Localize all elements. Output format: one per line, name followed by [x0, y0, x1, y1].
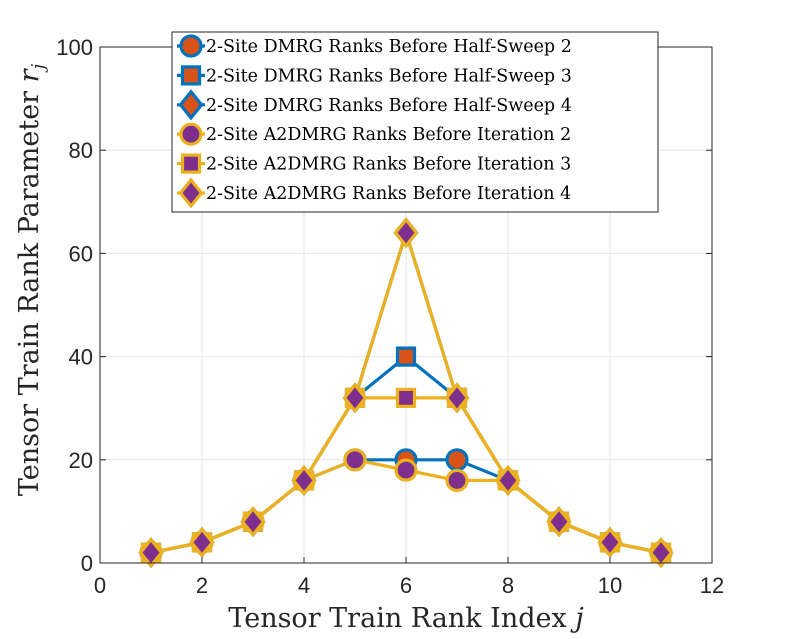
y-axis-title-var: r	[14, 67, 45, 82]
data-point-diamond	[444, 382, 470, 414]
legend: 2-Site DMRG Ranks Before Half-Sweep 2 2-S…	[171, 31, 659, 213]
x-axis-title-text: Tensor Train Rank Index	[228, 603, 575, 634]
legend-label: 2-Site DMRG Ranks Before Half-Sweep 3	[206, 66, 572, 86]
y-tick-label: 60	[69, 241, 93, 266]
data-point-diamond	[546, 506, 572, 538]
data-point-diamond	[495, 464, 521, 496]
x-tick-label: 6	[400, 573, 412, 598]
legend-label: 2-Site A2DMRG Ranks Before Iteration 4	[206, 184, 571, 204]
data-point-diamond	[189, 526, 215, 558]
legend-item: 2-Site DMRG Ranks Before Half-Sweep 3	[177, 65, 572, 86]
legend-marker-diamond	[178, 177, 204, 209]
x-tick-label: 12	[700, 573, 724, 598]
y-axis-title: Tensor Train Rank Parameter rj	[14, 63, 49, 496]
legend-item: 2-Site DMRG Ranks Before Half-Sweep 2	[177, 34, 572, 58]
data-point-square	[395, 387, 417, 408]
data-point-circle	[343, 448, 367, 472]
legend-label: 2-Site DMRG Ranks Before Half-Sweep 4	[206, 96, 572, 116]
legend-label: 2-Site DMRG Ranks Before Half-Sweep 2	[206, 37, 572, 57]
x-axis-title: Tensor Train Rank Index j	[228, 603, 583, 634]
legend-marker-circle	[179, 34, 203, 58]
data-point-diamond	[291, 464, 317, 496]
tick-labels: 0 2 4 6 8 10 12 0 20 40 60 80 100	[56, 35, 724, 598]
data-series	[138, 217, 674, 569]
legend-marker-square	[180, 153, 202, 174]
data-point-circle	[445, 448, 469, 472]
data-point-circle	[445, 468, 469, 493]
y-axis-title-text: Tensor Train Rank Parameter	[14, 82, 45, 496]
legend-marker-circle	[179, 122, 203, 146]
x-tick-label: 2	[196, 573, 208, 598]
data-point-square	[395, 346, 417, 367]
data-point-diamond	[138, 537, 164, 569]
data-point-diamond	[597, 526, 623, 558]
legend-marker-square	[180, 65, 202, 86]
y-tick-label: 100	[56, 35, 93, 60]
y-tick-label: 80	[69, 138, 93, 163]
y-tick-label: 20	[69, 448, 93, 473]
legend-item: 2-Site A2DMRG Ranks Before Iteration 3	[177, 153, 571, 175]
data-point-diamond	[648, 537, 674, 569]
x-tick-label: 4	[298, 573, 310, 598]
legend-item: 2-Site A2DMRG Ranks Before Iteration 4	[177, 177, 571, 209]
legend-marker-diamond	[178, 89, 204, 121]
legend-label: 2-Site A2DMRG Ranks Before Iteration 3	[206, 155, 571, 175]
legend-label: 2-Site A2DMRG Ranks Before Iteration 2	[206, 125, 571, 145]
data-point-diamond	[342, 382, 368, 414]
y-axis-title-sub: j	[28, 63, 49, 73]
x-tick-label: 8	[502, 573, 514, 598]
legend-item: 2-Site DMRG Ranks Before Half-Sweep 4	[177, 89, 572, 121]
x-tick-label: 0	[94, 573, 106, 598]
legend-box	[171, 31, 659, 213]
legend-item: 2-Site A2DMRG Ranks Before Iteration 2	[177, 122, 571, 146]
data-point-diamond	[393, 217, 419, 249]
y-tick-label: 40	[69, 345, 93, 370]
x-tick-label: 10	[598, 573, 622, 598]
y-tick-label: 0	[81, 551, 93, 576]
data-point-circle	[394, 458, 418, 482]
data-point-diamond	[240, 506, 266, 538]
series-2-site-a2dmrg-ranks-before-iteration-4	[138, 217, 674, 569]
